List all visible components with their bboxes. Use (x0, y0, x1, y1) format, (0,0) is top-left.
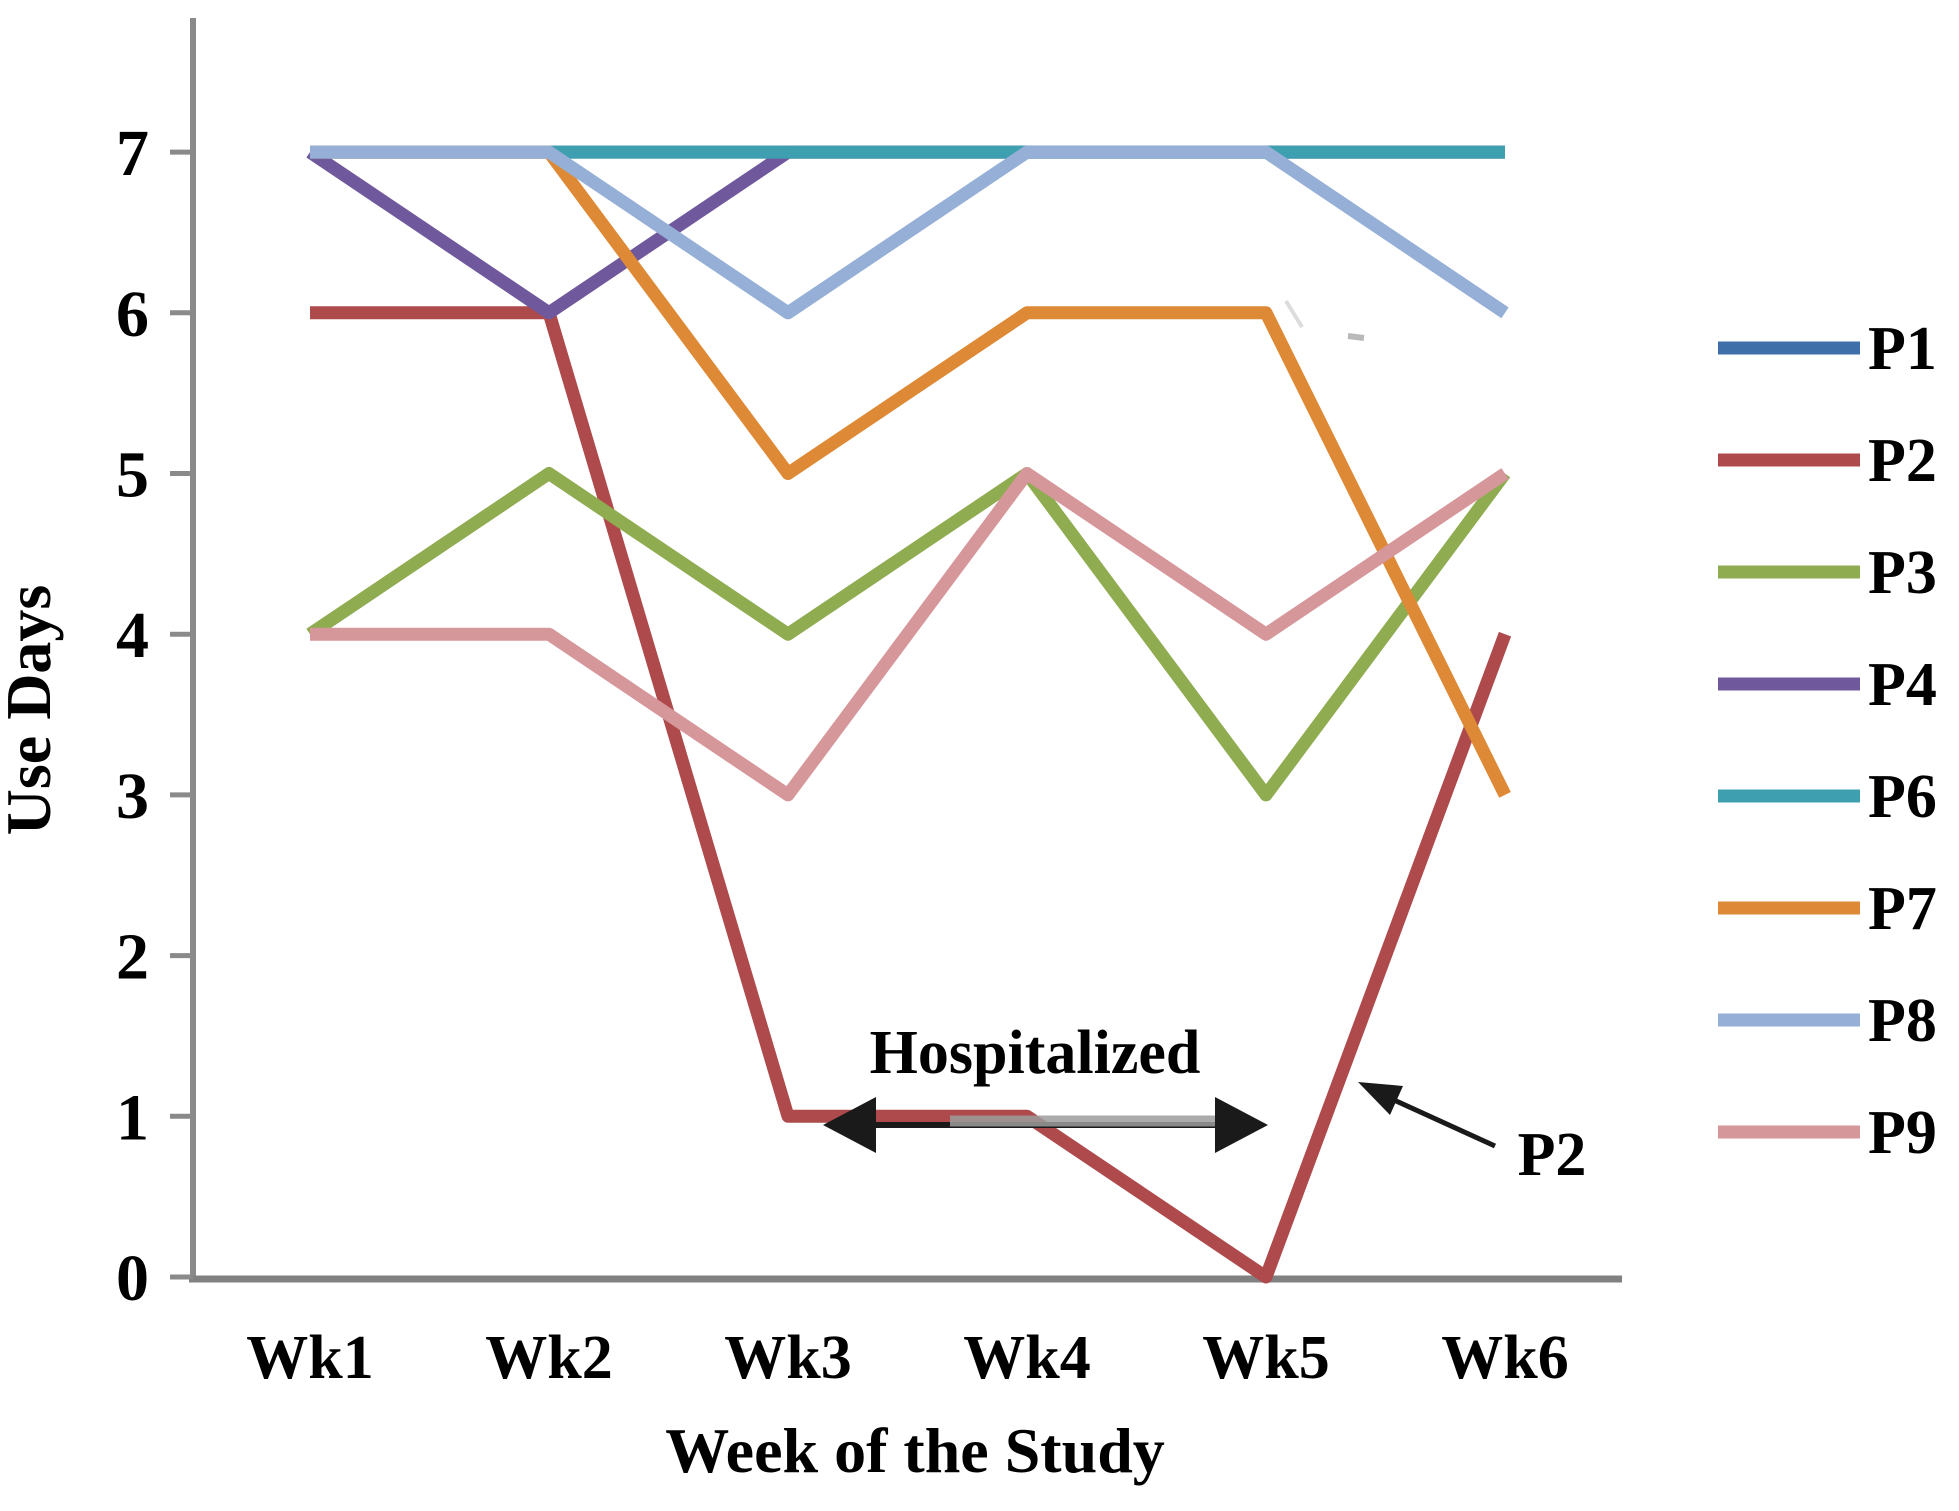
y-tick-label: 0 (116, 1242, 149, 1315)
series-lines (306, 145, 1512, 1284)
axes: 0 1 2 3 4 5 6 7 Wk1 Wk2 Wk3 Wk4 Wk5 Wk6 Week of the St… (0, 18, 1622, 1486)
series-line-P9 (310, 467, 1509, 802)
artifacts (1284, 299, 1365, 341)
legend-label-P9: P9 (1868, 1099, 1937, 1167)
legend-item-P8: P8 (1718, 987, 1937, 1055)
legend-item-P9: P9 (1718, 1099, 1937, 1167)
y-tick-label: 2 (116, 921, 149, 994)
y-tick-label: 6 (116, 278, 149, 351)
legend-item-P3: P3 (1718, 539, 1937, 607)
legend-label-P6: P6 (1868, 763, 1937, 831)
series-line-P8 (310, 145, 1509, 320)
series-line-P2 (310, 306, 1512, 1284)
hospitalized-label: Hospitalized (870, 1019, 1201, 1087)
legend-item-P7: P7 (1718, 875, 1937, 943)
legend: P1 P2 P3 P4 P6 P7 P8 P9 (1718, 315, 1937, 1167)
y-tick-label: 7 (116, 117, 149, 190)
hospitalized-arrowhead-left (823, 1097, 876, 1153)
x-tick-label-wk5: Wk5 (1202, 1324, 1329, 1392)
legend-label-P7: P7 (1868, 875, 1937, 943)
y-tick-label: 1 (116, 1081, 149, 1154)
legend-item-P4: P4 (1718, 651, 1937, 719)
x-tick-label-wk1: Wk1 (246, 1324, 373, 1392)
x-axis-title: Week of the Study (665, 1415, 1165, 1486)
y-tick-label: 5 (116, 439, 149, 512)
legend-label-P8: P8 (1868, 987, 1937, 1055)
annotations: Hospitalized P2 (823, 1019, 1586, 1189)
x-tick-label-wk6: Wk6 (1441, 1324, 1568, 1392)
series-line-P7 (310, 145, 1511, 798)
legend-item-P1: P1 (1718, 315, 1937, 383)
x-tick-label-wk3: Wk3 (724, 1324, 851, 1392)
y-tick-label: 4 (116, 599, 149, 672)
smudge-artifact (1347, 333, 1365, 341)
y-tick-label: 3 (116, 760, 149, 833)
y-axis-title: Use Days (0, 585, 64, 836)
smudge-artifact (1284, 299, 1304, 329)
x-tick-label-wk4: Wk4 (963, 1324, 1090, 1392)
legend-label-P3: P3 (1868, 539, 1937, 607)
legend-label-P2: P2 (1868, 427, 1937, 495)
p2-callout-arrow-shaft (1392, 1097, 1497, 1149)
p2-callout-label: P2 (1518, 1121, 1587, 1189)
legend-label-P1: P1 (1868, 315, 1937, 383)
legend-label-P4: P4 (1868, 651, 1937, 719)
legend-item-P2: P2 (1718, 427, 1937, 495)
hospitalized-arrowhead-right (1215, 1097, 1268, 1153)
p2-callout-arrowhead (1358, 1082, 1403, 1115)
series-line-P3 (306, 467, 1511, 802)
legend-item-P6: P6 (1718, 763, 1937, 831)
x-tick-label-wk2: Wk2 (485, 1324, 612, 1392)
